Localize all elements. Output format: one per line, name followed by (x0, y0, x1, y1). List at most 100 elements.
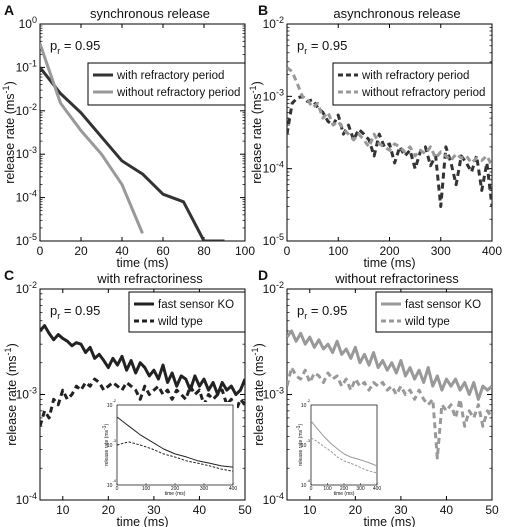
x-tick-label: 80 (197, 244, 211, 258)
panel-title: with refractoriness (96, 271, 203, 286)
inset-y-tick-label: 10-2 (301, 398, 311, 409)
legend-box (332, 62, 493, 106)
panel-letter: C (4, 267, 14, 283)
inset-background (103, 402, 237, 496)
inset-series-line-2 (116, 441, 234, 472)
inset-y-tick-label: 10-3 (107, 438, 117, 449)
legend: with refractory period without refractory… (87, 62, 246, 106)
y-tick-label: 10-4 (16, 189, 37, 205)
x-tick-label: 40 (115, 244, 129, 258)
y-tick-label: 10-3 (16, 386, 37, 402)
x-tick-label: 100 (328, 244, 348, 258)
x-tick-label: 20 (74, 244, 88, 258)
legend-label: without refractory period (361, 87, 485, 99)
inset-y-tick-label: 10-3 (301, 438, 311, 449)
x-tick-label: 20 (102, 503, 116, 517)
x-tick-label: 30 (394, 503, 408, 517)
series-line-2 (287, 366, 492, 460)
y-tick-label: 10-5 (16, 232, 37, 248)
inset-x-tick-label: 200 (340, 486, 349, 492)
x-axis-label: time (ms) (363, 256, 415, 270)
panel-letter: D (258, 267, 268, 283)
inset-plot: 0 100 200 300 400 10-4 10-3 10-2 time (ms) releas… (102, 398, 237, 497)
inset-y-axis-label: release rate (ms-1) (102, 424, 110, 467)
inset-y-tick-label: 10-4 (301, 478, 311, 489)
legend-label: with refractory period (116, 70, 224, 82)
inset-plot: 0 100 200 300 400 10-4 10-3 10-2 time (ms) releas… (296, 398, 381, 497)
x-tick-label: 10 (303, 503, 317, 517)
x-tick-label: 30 (147, 503, 161, 517)
inset-x-tick-label: 300 (356, 486, 365, 492)
legend-label: fast sensor KO (405, 299, 481, 311)
axes-frame (286, 23, 493, 242)
legend: fast sensor KO wild type (375, 291, 493, 333)
inset-series-line-1 (116, 416, 234, 468)
legend-box (128, 291, 246, 333)
panel-title: asynchronous release (333, 6, 460, 21)
panel-letter: A (4, 2, 14, 18)
y-tick-label: 10-4 (263, 160, 284, 176)
legend-label: fast sensor KO (158, 299, 234, 311)
legend: with refractory period without refractory… (332, 62, 493, 106)
series-line-2 (40, 43, 144, 234)
inset-y-tick-label: 10-4 (107, 478, 117, 489)
inset-x-tick-label: 0 (310, 486, 313, 492)
series-line-2 (40, 377, 245, 427)
y-tick-label: 10-3 (16, 145, 37, 161)
y-tick-label: 10-1 (16, 58, 37, 74)
inset-series-line-2 (310, 437, 378, 474)
y-tick-label: 10-2 (16, 102, 37, 118)
y-tick-label: 10-2 (16, 280, 37, 296)
series-line-1 (287, 329, 492, 401)
inset-x-axis-label: time (ms) (165, 491, 186, 497)
y-tick-label: 10-3 (263, 386, 284, 402)
inset-x-tick-label: 300 (200, 486, 209, 492)
legend-label: without refractory period (116, 87, 240, 99)
legend-label: wild type (404, 316, 450, 328)
y-tick-label: 10-2 (263, 15, 284, 31)
legend: fast sensor KO wild type (128, 291, 246, 333)
series-line-2 (287, 66, 492, 167)
x-axis-label: time (ms) (116, 515, 168, 527)
y-tick-label: 10-4 (16, 491, 37, 507)
x-axis-label: time (ms) (363, 515, 415, 527)
inset-x-axis-label: time (ms) (334, 491, 355, 497)
inset-y-axis-label: release rate (ms-1) (296, 424, 304, 467)
legend-box (375, 291, 493, 333)
inset-x-tick-label: 200 (171, 486, 180, 492)
legend-label: with refractory period (361, 70, 469, 82)
x-tick-label: 0 (37, 244, 44, 258)
y-axis-label: release rate (ms-1) (3, 343, 19, 446)
series-line-1 (40, 324, 245, 396)
y-axis-label: release rate (ms-1) (250, 343, 266, 446)
inset-y-tick-label: 10-2 (107, 398, 117, 409)
axes-frame (39, 23, 246, 242)
x-tick-label: 100 (235, 244, 255, 258)
x-tick-label: 50 (485, 503, 499, 517)
y-tick-label: 100 (19, 15, 37, 31)
x-tick-label: 400 (482, 244, 502, 258)
x-axis-label: time (ms) (116, 256, 168, 270)
y-axis-label: release rate (ms-1) (248, 81, 264, 184)
inset-x-tick-label: 0 (116, 486, 119, 492)
pr-annotation: pr = 0.95 (50, 303, 100, 321)
panel-letter: B (258, 2, 268, 18)
legend-box (87, 62, 246, 106)
series-line-1 (40, 66, 225, 241)
y-tick-label: 10-3 (263, 87, 284, 103)
x-tick-label: 40 (193, 503, 207, 517)
inset-x-tick-label: 100 (323, 486, 332, 492)
inset-series-line-1 (310, 420, 378, 467)
x-tick-label: 300 (431, 244, 451, 258)
pr-annotation: pr = 0.95 (50, 38, 100, 56)
inset-x-tick-label: 100 (142, 486, 151, 492)
y-tick-label: 10-4 (263, 491, 284, 507)
x-tick-label: 60 (156, 244, 170, 258)
x-tick-label: 20 (349, 503, 363, 517)
y-tick-label: 10-2 (263, 280, 284, 296)
